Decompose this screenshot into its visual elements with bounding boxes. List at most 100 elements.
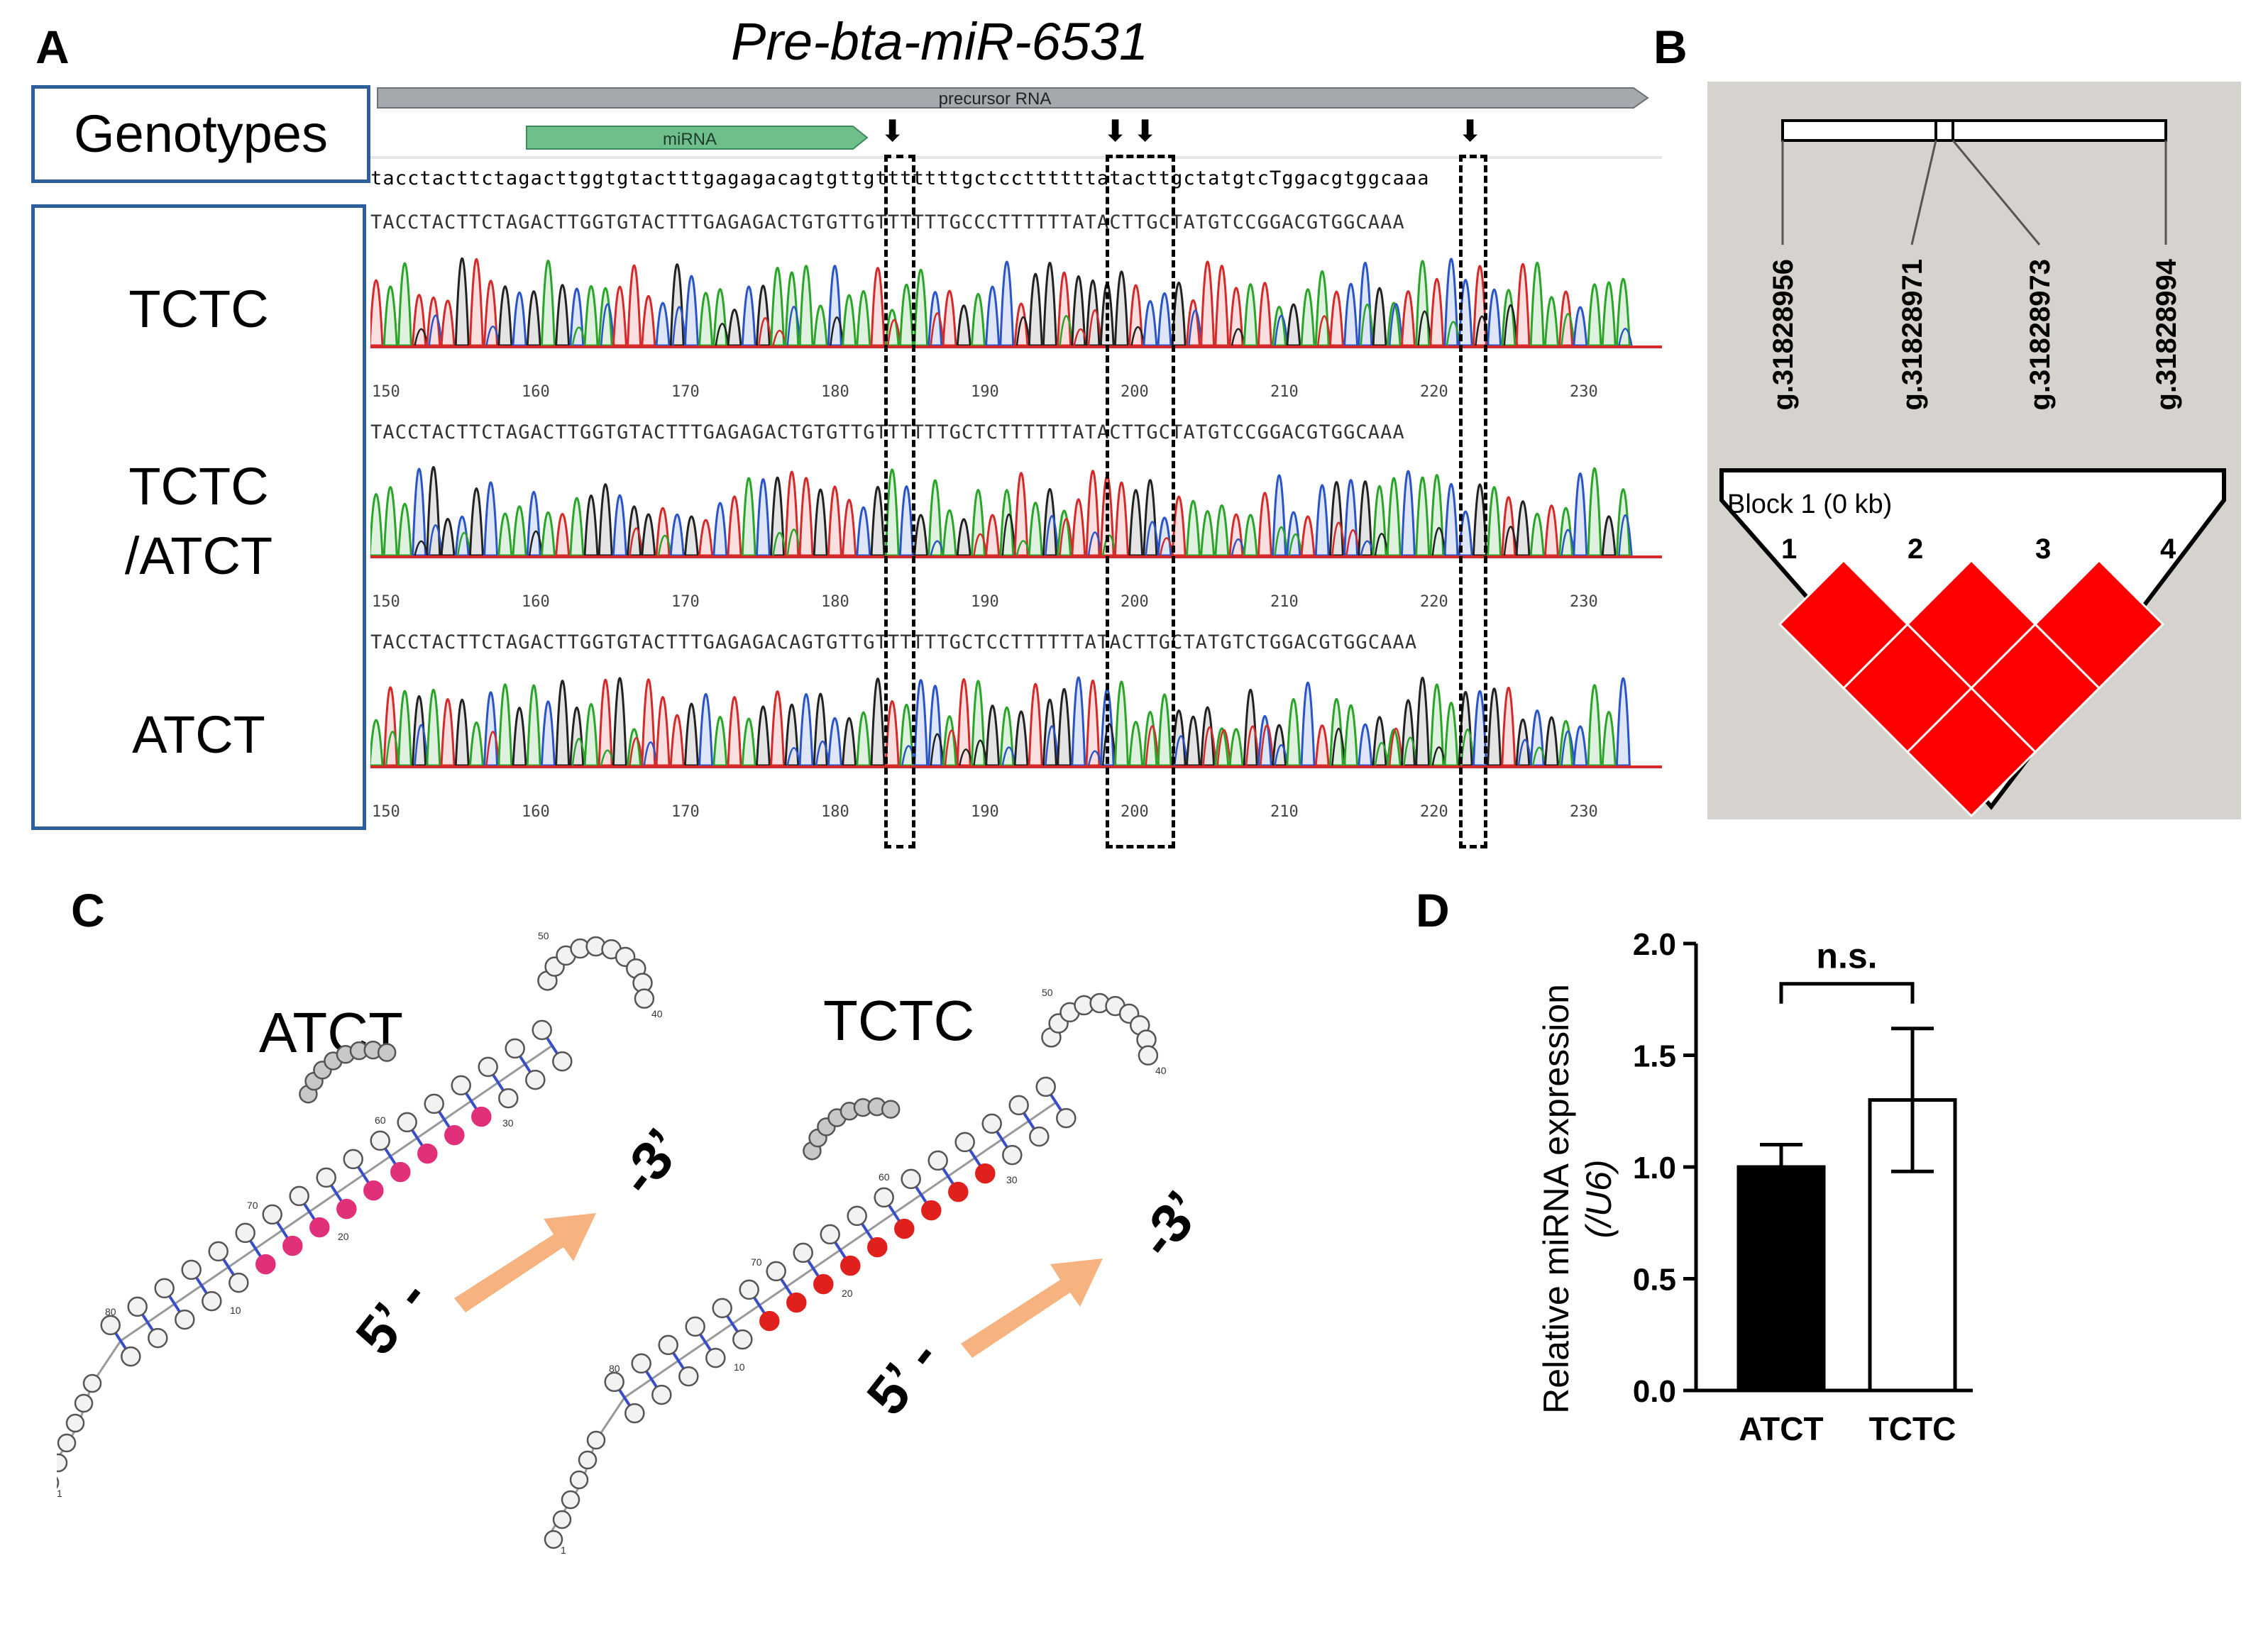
position-number: 60 [879,1171,890,1183]
expression-bar-chart: Relative miRNA expression (/U6) 0.0 0.5 1.… [1536,927,1973,1447]
panel-label-a: A [35,21,70,73]
snp-box-2-3 [1106,155,1175,848]
snp-index-4: 4 [2160,533,2176,565]
snp-arrow-4: ⬇ [1458,114,1483,148]
genotype-list-box: TCTC TCTC /ATCT ATCT [31,204,366,830]
x-tick-label-tctc: TCTC [1869,1410,1956,1447]
position-number: 80 [609,1363,620,1374]
position-tick-2-210: 210 [1270,593,1299,611]
position-tick-3-220: 220 [1420,803,1448,821]
position-tick-1-210: 210 [1270,383,1299,401]
snp-arrow-2: ⬇ [1103,114,1128,148]
structure-label-tctc: TCTC [823,989,975,1052]
rna-structures: 10 20 30 40 50 60 70 80 1 10 20 30 40 50 60 70 80 1 5’ -… [57,930,1214,1556]
chromatogram-annotation-layer: precursor RNA miRNA [370,87,1662,768]
position-tick-1-190: 190 [971,383,999,401]
precursor-rna-bar [377,87,1649,109]
position-number: 1 [57,1488,62,1499]
position-number: 40 [1155,1065,1167,1076]
position-number: 30 [1006,1174,1018,1185]
genotype-atct: ATCT [132,705,265,764]
bar-atct [1736,1165,1826,1393]
panel-label-d: D [1416,884,1450,936]
position-tick-1-150: 150 [372,383,400,401]
reference-sequence: tacctacttctagacttggtgtactttgagagacagtgtt… [370,167,1430,189]
position-tick-2-160: 160 [522,593,550,611]
ld-block-label: Block 1 (0 kb) [1727,490,1892,519]
three-prime-label-left: -3’ [606,1117,695,1207]
position-tick-3-160: 160 [522,803,550,821]
y-tick-label: 1.0 [1633,1151,1676,1185]
chromatogram-viewer: precursor RNA miRNA tacctacttctagacttggt… [370,79,1662,839]
position-tick-1-220: 220 [1420,383,1448,401]
ld-plot-panel: g.31828956 g.31828971 g.31828973 g.31828994… [1707,82,2241,819]
rna-structure-atct: 10 20 30 40 50 60 70 80 1 [57,930,663,1499]
position-number: 20 [338,1231,349,1242]
snp-index-1: 1 [1781,533,1797,565]
chromatogram-trace-1 [370,258,1662,348]
snp-arrow-3: ⬇ [1133,114,1158,148]
position-number: 1 [561,1544,566,1556]
precursor-rna-label: precursor RNA [939,89,1052,109]
genotype-tctc-atct-line2: /ATCT [124,526,273,585]
position-tick-3-170: 170 [671,803,700,821]
five-prime-label-right: 5’ - [854,1327,951,1427]
genotypes-header: Genotypes [74,104,328,163]
sequence-row-3: TACCTACTTCTAGACTTGGTGTACTTTGAGAGACAGTGTT… [370,631,1418,653]
position-tick-2-200: 200 [1121,593,1149,611]
snp-index-3: 3 [2035,533,2051,565]
y-tick-label: 1.5 [1633,1039,1676,1074]
direction-arrow-right [961,1259,1103,1358]
position-number: 40 [651,1008,663,1019]
snp-box-4 [1459,155,1487,848]
mirna-bar-label: miRNA [663,130,717,149]
snp-box-1 [884,155,915,848]
panel-label-c: C [71,884,105,936]
ld-cell-6 [1905,686,2037,818]
position-number: 70 [247,1200,258,1211]
position-tick-3-180: 180 [821,803,849,821]
position-tick-3-210: 210 [1270,803,1299,821]
snp-name-4: g.31828994 [2151,258,2182,410]
panel-a-title: Pre-bta-miR-6531 [731,12,1149,71]
significance-label: n.s. [1816,936,1877,976]
position-tick-3-190: 190 [971,803,999,821]
ld-plot: g.31828956 g.31828971 g.31828973 g.31828994… [1719,119,2226,818]
position-tick-1-180: 180 [821,383,849,401]
position-number: 80 [105,1306,116,1317]
position-tick-2-220: 220 [1420,593,1448,611]
y-tick-label: 0.0 [1633,1374,1676,1409]
y-axis-label: Relative miRNA expression [1536,984,1576,1414]
position-number: 10 [734,1361,745,1373]
position-tick-2-150: 150 [372,593,400,611]
position-number: 20 [842,1288,853,1299]
rna-structure-tctc: 10 20 30 40 50 60 70 80 1 [544,987,1167,1556]
position-tick-1-200: 200 [1121,383,1149,401]
position-tick-1-230: 230 [1570,383,1598,401]
x-tick-label-atct: ATCT [1739,1410,1823,1447]
snp-name-1: g.31828956 [1768,259,1799,411]
position-number: 50 [1042,987,1053,998]
y-tick-label: 0.5 [1633,1263,1676,1298]
snp-arrow-1: ⬇ [880,114,905,148]
position-number: 10 [230,1305,241,1316]
position-tick-3-200: 200 [1121,803,1149,821]
position-number: 60 [375,1115,386,1126]
panel-label-b: B [1653,21,1688,73]
position-tick-3-150: 150 [372,803,400,821]
position-tick-3-230: 230 [1570,803,1598,821]
snp-name-2: g.31828971 [1897,259,1928,411]
three-prime-label-right: -3’ [1125,1180,1214,1269]
genotypes-header-box: Genotypes [31,85,370,183]
genotype-tctc: TCTC [128,280,269,338]
y-tick-label: 2.0 [1633,927,1676,962]
chromatogram-trace-3 [370,676,1662,768]
position-number: 70 [751,1256,762,1268]
mirna-bar [526,126,869,150]
position-number: 50 [538,930,549,941]
y-axis-label-unit: (/U6) [1579,1159,1619,1238]
position-tick-2-230: 230 [1570,593,1598,611]
position-number: 30 [502,1117,514,1129]
significance-bracket [1779,982,1915,1004]
genotype-tctc-atct-line1: TCTC [128,457,269,516]
